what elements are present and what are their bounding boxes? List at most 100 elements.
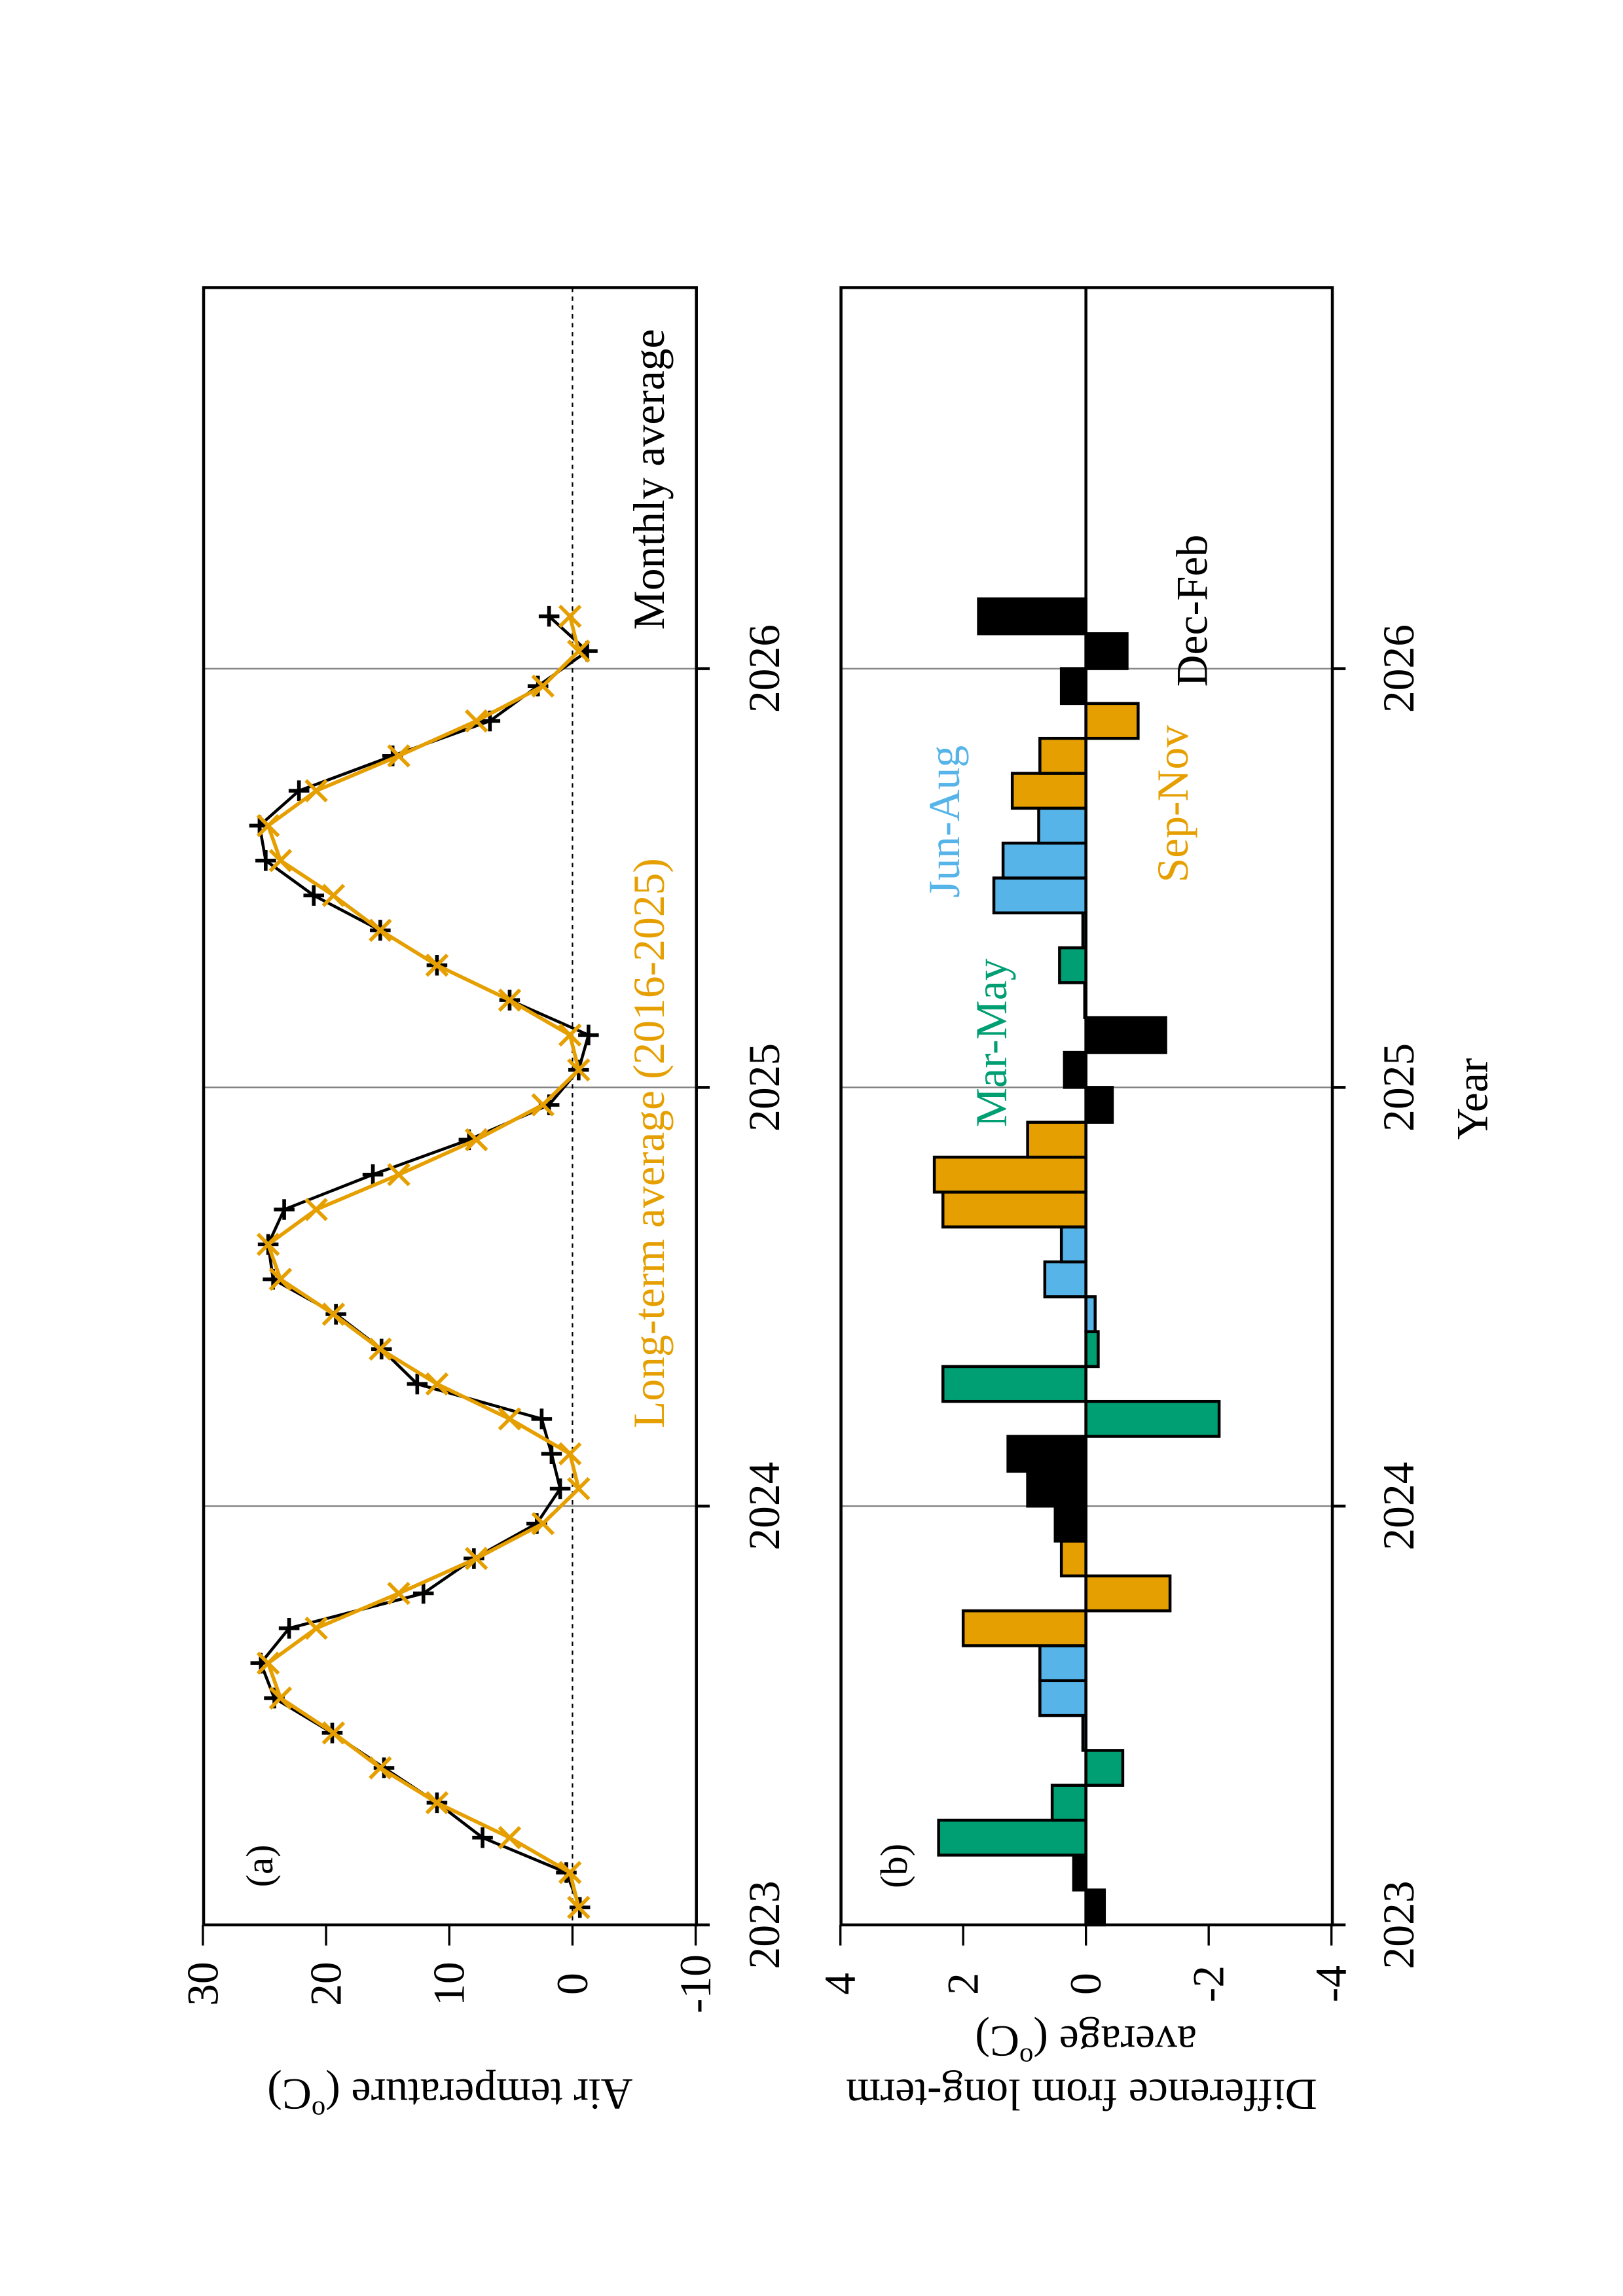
cross-marker [256, 1651, 280, 1675]
bar-dec-feb [1063, 1050, 1087, 1089]
cross-marker [256, 1232, 280, 1257]
x-axis-label-year: Year [1448, 1058, 1497, 1140]
cross-marker [531, 1512, 555, 1535]
cross-marker [464, 1128, 488, 1152]
cross-marker [498, 1825, 522, 1850]
long-term-average-point [256, 1232, 280, 1257]
cross-marker [268, 1267, 293, 1291]
cross-marker [387, 1581, 410, 1605]
long-term-average-point [567, 1895, 591, 1920]
panel-a-year-gridlines [204, 668, 697, 1507]
cross-marker [567, 1477, 591, 1501]
long-term-average-point [369, 918, 392, 942]
long-term-average-point [321, 884, 346, 907]
long-term-average-point [387, 1581, 410, 1605]
bar-mar-may [937, 1818, 1087, 1857]
bar-dec-feb [1084, 1086, 1114, 1124]
bar-jun-aug [1037, 806, 1087, 845]
plus-marker [531, 1408, 553, 1429]
bar-sep-nov [941, 1191, 1087, 1229]
plus-marker [288, 780, 310, 801]
long-term-average-point [464, 709, 488, 733]
long-term-average-point [268, 1267, 293, 1291]
value-tick-label: 0 [548, 1973, 597, 1995]
cross-marker [256, 814, 280, 838]
cross-marker [268, 1686, 293, 1710]
bar-jun-aug [1059, 1225, 1087, 1264]
cross-marker [567, 1895, 591, 1920]
long-term-average-point [268, 849, 293, 872]
long-term-average-point [531, 674, 555, 698]
plus-marker [412, 1583, 434, 1604]
bar-sep-nov [1084, 1574, 1172, 1613]
bar-dec-feb [1053, 1504, 1087, 1543]
value-tick-label: 4 [816, 1973, 865, 1995]
monthly-average-point [407, 1373, 428, 1395]
bar-dec-feb [1084, 1888, 1106, 1927]
long-term-average-point [425, 953, 449, 977]
long-term-average-point [464, 1128, 488, 1152]
long-term-average-point [369, 1337, 392, 1361]
plus-marker [278, 1618, 300, 1639]
plus-marker [373, 1757, 395, 1778]
monthly-average-point [556, 1862, 577, 1883]
value-tick-label: 10 [425, 1962, 474, 2006]
panel-b-ticks: 2023 2024 2025 2026 4 2 0 -2 -4 [816, 624, 1423, 2002]
bar-sep-nov [932, 1155, 1087, 1194]
bar-dec-feb [977, 597, 1087, 636]
year-tick-label: 2024 [740, 1462, 789, 1551]
year-tick-label: 2026 [1374, 624, 1423, 713]
long-term-average-point [387, 1162, 410, 1187]
long-term-average-point [498, 988, 522, 1012]
plus-marker [303, 885, 325, 906]
long-term-average-point [425, 1372, 449, 1396]
value-tick-label: 2 [939, 1973, 988, 1995]
cross-marker [425, 1372, 449, 1396]
year-tick-label: 2025 [1374, 1043, 1423, 1132]
cross-marker [567, 639, 591, 663]
cross-marker [498, 1407, 522, 1431]
bar-sep-nov [1038, 736, 1087, 775]
bar-mar-may [1084, 1399, 1221, 1438]
long-term-average-point [567, 639, 591, 663]
cross-marker [425, 1791, 449, 1815]
cross-marker [558, 1442, 582, 1465]
long-term-average-point [567, 1058, 591, 1082]
monthly-average-point [255, 850, 276, 871]
long-term-average-point [304, 1617, 328, 1640]
cross-marker [558, 604, 582, 628]
legend-sep-nov: Sep-Nov [1148, 725, 1197, 883]
monthly-average-point [412, 1583, 434, 1604]
bar-sep-nov [1010, 772, 1087, 810]
long-term-average-point [256, 814, 280, 838]
bar-dec-feb [1026, 1469, 1087, 1508]
long-term-average-point [498, 1825, 522, 1850]
long-term-average-point [531, 1512, 555, 1535]
plus-marker [362, 1164, 384, 1185]
legend-long-term-average: Long-term average (2016-2025) [625, 858, 674, 1428]
bar-mar-may [1058, 946, 1087, 984]
bar-jun-aug [1038, 1679, 1087, 1717]
monthly-average-point [288, 780, 310, 801]
cross-marker [321, 884, 346, 907]
plus-marker [578, 1024, 599, 1046]
panel-a-series [249, 604, 599, 1920]
bar-mar-may [1050, 1784, 1087, 1822]
bar-sep-nov [1059, 1539, 1087, 1578]
panel-a-frame [202, 286, 698, 1927]
long-term-average-point [558, 1442, 582, 1465]
cross-marker [304, 1617, 328, 1640]
bar-jun-aug [1001, 841, 1087, 880]
long-term-average-point [369, 1756, 392, 1780]
plus-marker [472, 1827, 493, 1848]
bar-sep-nov [961, 1609, 1087, 1647]
value-tick-label: 30 [178, 1962, 227, 2006]
long-term-average-point [321, 1721, 346, 1745]
long-term-average-point [425, 1791, 449, 1815]
bar-mar-may [1084, 1749, 1125, 1787]
monthly-average-point [578, 1024, 599, 1046]
monthly-average-point [278, 1618, 300, 1639]
bar-mar-may [1084, 1330, 1100, 1369]
cross-marker [369, 918, 392, 942]
panel-a-air-temperature: 2023 2024 2025 2026 30 20 10 0 -10 (a) Monthly a… [178, 286, 789, 2126]
